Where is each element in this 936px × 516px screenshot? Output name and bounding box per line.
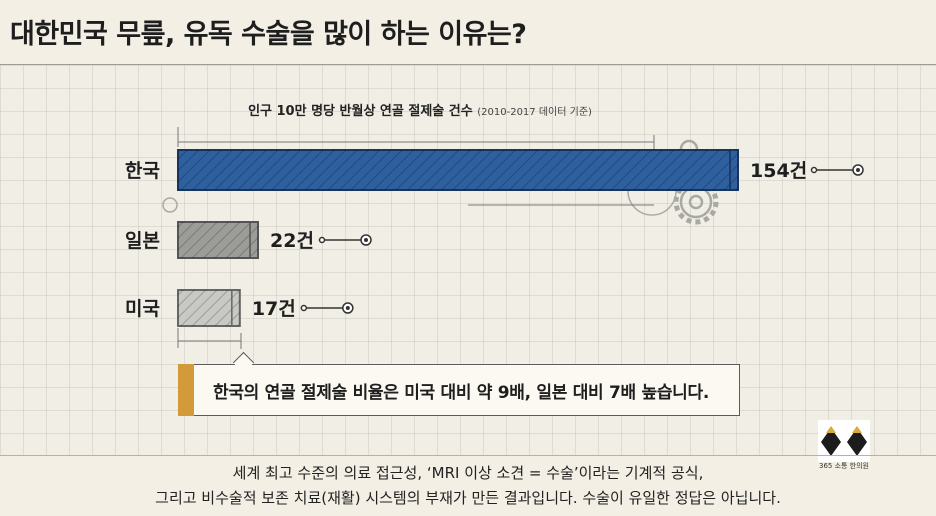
leader-end-dot-usa: [345, 306, 350, 310]
chart-subtitle: (2010-2017 데이터 기준): [477, 106, 592, 118]
dimension-lines: [177, 127, 655, 349]
value-label-usa: 17건: [252, 298, 296, 320]
leader-end-dot-korea: [856, 168, 860, 172]
leader-end-dot-japan: [364, 238, 368, 242]
leader-start-japan: [318, 236, 326, 244]
footer-line-1: 세계 최고 수준의 의료 접근성, ‘MRI 이상 소견 = 수술’이라는 기계…: [232, 464, 704, 482]
callout-text: 한국의 연골 절제술 비율은 미국 대비 약 9배, 일본 대비 7배 높습니다…: [213, 383, 710, 403]
category-label-usa: 미국: [125, 298, 160, 320]
value-label-japan: 22건: [270, 230, 314, 252]
category-label-korea: 한국: [125, 160, 160, 182]
leader-start-usa: [300, 304, 308, 312]
callout-box: 한국의 연골 절제술 비율은 미국 대비 약 9배, 일본 대비 7배 높습니다…: [177, 351, 740, 416]
chart-title-main: 인구 10만 명당 반월상 연골 절제술 건수: [248, 103, 473, 119]
chart-title: 인구 10만 명당 반월상 연골 절제술 건수 (2010-2017 데이터 기…: [248, 103, 592, 119]
logo-text: 365 소통 한의원: [818, 462, 869, 470]
bar-hatch-usa: [178, 290, 240, 326]
bottom-rule: [0, 455, 936, 456]
top-rule: [0, 64, 936, 65]
bar-hatch-korea: [178, 150, 738, 190]
footer-line-2: 그리고 비수술적 보존 치료(재활) 시스템의 부재가 만든 결과입니다. 수술…: [155, 489, 781, 507]
leader-start-korea: [810, 166, 818, 174]
bar-chart: 인구 10만 명당 반월상 연골 절제술 건수 (2010-2017 데이터 기…: [125, 103, 864, 349]
bar-hatch-japan: [178, 222, 258, 258]
value-label-korea: 154건: [750, 160, 807, 182]
page-title: 대한민국 무릎, 유독 수술을 많이 하는 이유는?: [10, 19, 527, 50]
category-label-japan: 일본: [125, 230, 160, 252]
callout-accent: [177, 363, 194, 416]
